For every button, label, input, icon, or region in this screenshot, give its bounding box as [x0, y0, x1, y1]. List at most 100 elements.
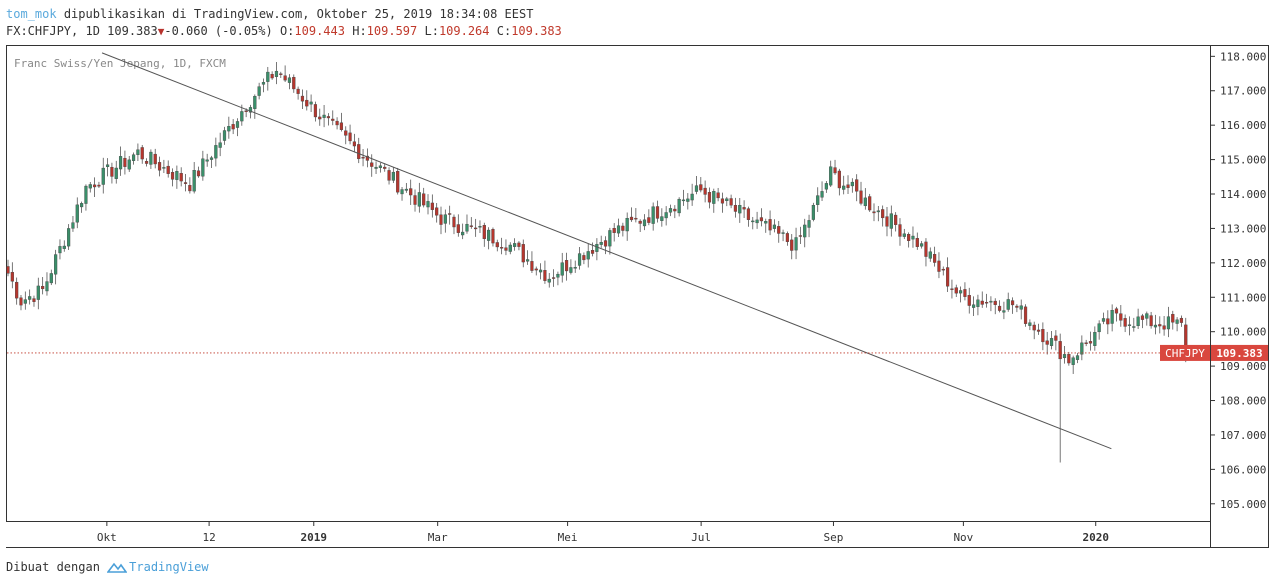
candle-body — [1058, 341, 1062, 360]
candle-body — [201, 158, 205, 177]
candle-body — [409, 188, 413, 196]
trendline — [101, 52, 1112, 450]
candle-body — [1015, 305, 1019, 308]
candle-body — [28, 296, 32, 300]
candle-body — [175, 171, 179, 180]
candle-body — [1149, 315, 1153, 327]
candle-body — [590, 250, 595, 254]
candle-body — [274, 70, 279, 77]
price-axis: 118.000 117.000 116.000 115.000 114.000 113.0… — [1210, 50, 1266, 511]
candle-body — [720, 198, 725, 204]
candle-body — [231, 124, 235, 130]
candle-body — [621, 225, 625, 231]
candle-body — [49, 273, 53, 284]
candle-body — [569, 267, 573, 273]
candle-body — [426, 201, 430, 208]
candle-body — [772, 224, 777, 229]
candle-body — [487, 229, 491, 241]
candle-body — [790, 239, 794, 251]
tradingview-brand-link[interactable]: TradingView — [129, 560, 209, 574]
candle-body — [971, 304, 976, 308]
candle-body — [855, 179, 859, 192]
candle-body — [513, 243, 517, 247]
candle-body — [32, 298, 36, 302]
candle-body — [681, 199, 686, 202]
candle-body — [755, 219, 759, 224]
candle-body — [963, 289, 967, 297]
chart-title: Franc Swiss/Yen Jepang, 1D, FXCM — [14, 57, 226, 70]
candle-body — [655, 206, 660, 219]
candle-body — [300, 95, 305, 102]
down-arrow-icon: ▼ — [157, 25, 165, 38]
candle-body — [118, 156, 123, 170]
candle-body — [1010, 300, 1015, 306]
close-label: C: — [496, 24, 512, 38]
candle-body — [829, 166, 833, 186]
candle-body — [928, 251, 932, 259]
candle-body — [1054, 335, 1058, 341]
candle-body — [144, 161, 149, 164]
author-link[interactable]: tom_mok — [6, 7, 57, 21]
candle-body — [396, 170, 400, 193]
candle-body — [907, 234, 911, 241]
candle-body — [136, 149, 140, 155]
candle-body — [1136, 316, 1140, 327]
y-tick-label: 116.000 — [1220, 119, 1266, 132]
candle-body — [1080, 342, 1084, 355]
candle-body — [837, 170, 841, 189]
candle-body — [872, 211, 876, 214]
candle-body — [1036, 329, 1041, 332]
candle-body — [1127, 324, 1132, 326]
candle-body — [859, 190, 863, 204]
plot-frame — [6, 45, 1211, 522]
candle-body — [313, 104, 318, 118]
candle-body — [58, 246, 62, 254]
candle-body — [92, 184, 97, 188]
candle-body — [785, 233, 789, 242]
candle-body — [196, 170, 201, 177]
candle-body — [170, 172, 175, 180]
candle-body — [686, 198, 690, 202]
candle-body — [889, 213, 893, 229]
candle-body — [1062, 354, 1067, 359]
y-tick-label: 112.000 — [1220, 257, 1266, 270]
candle-body — [15, 281, 19, 299]
published-text: dipublikasikan di TradingView.com, Oktob… — [63, 7, 534, 21]
candle-body — [149, 151, 153, 165]
candle-body — [538, 269, 543, 273]
candle-body — [266, 71, 270, 82]
candle-body — [71, 222, 75, 229]
symbol-badge-label: CHFJPY — [1165, 347, 1205, 360]
candle-body — [97, 184, 101, 187]
x-tick-label: 2020 — [1082, 531, 1109, 544]
x-tick-label: Nov — [953, 531, 973, 544]
candle-body — [500, 247, 504, 249]
candle-body — [140, 147, 144, 160]
candle-body — [660, 216, 664, 221]
candle-body — [595, 243, 599, 252]
candles-group — [6, 61, 1188, 463]
candle-body — [270, 73, 274, 79]
candle-body — [694, 185, 699, 192]
candle-body — [413, 195, 417, 205]
candle-body — [668, 208, 673, 213]
candle-body — [543, 270, 547, 281]
candle-body — [616, 225, 621, 234]
symbol-info: FX:CHFJPY, 1D 109.383 — [6, 24, 158, 38]
candle-body — [10, 272, 14, 282]
candle-body — [850, 181, 854, 187]
candle-body — [166, 165, 170, 174]
y-tick-label: 117.000 — [1220, 85, 1266, 98]
candle-body — [1145, 313, 1149, 319]
candle-body — [439, 214, 443, 225]
candle-body — [1106, 318, 1110, 325]
candle-body — [599, 242, 603, 245]
candle-body — [911, 235, 915, 240]
candle-body — [461, 231, 465, 236]
candle-body — [556, 273, 560, 278]
candle-body — [902, 233, 906, 237]
candle-body — [192, 170, 196, 192]
candle-body — [478, 225, 482, 228]
y-tick-label: 109.000 — [1220, 360, 1266, 373]
